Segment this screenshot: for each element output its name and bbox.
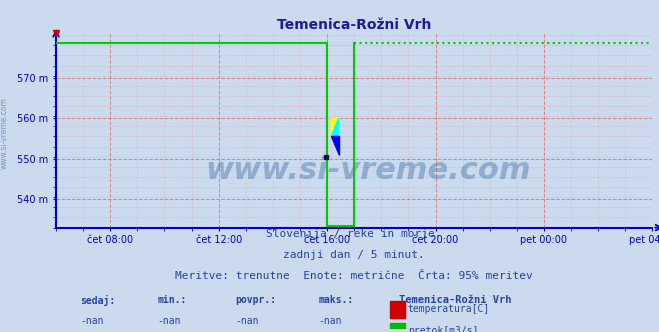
Polygon shape [331, 118, 339, 136]
Polygon shape [331, 136, 339, 155]
Text: povpr.:: povpr.: [235, 295, 276, 305]
Bar [390, 323, 405, 332]
Text: sedaj:: sedaj: [80, 295, 115, 306]
Text: temperatura[C]: temperatura[C] [408, 304, 490, 314]
Text: min.:: min.: [158, 295, 186, 305]
Text: www.si-vreme.com: www.si-vreme.com [205, 156, 530, 185]
Text: Slovenija / reke in morje.: Slovenija / reke in morje. [266, 229, 442, 239]
Text: zadnji dan / 5 minut.: zadnji dan / 5 minut. [283, 250, 425, 260]
Text: maks.:: maks.: [318, 295, 354, 305]
Text: Meritve: trenutne  Enote: metrične  Črta: 95% meritev: Meritve: trenutne Enote: metrične Črta: … [175, 271, 533, 281]
Title: Temenica-Rožni Vrh: Temenica-Rožni Vrh [277, 18, 432, 32]
Text: www.si-vreme.com: www.si-vreme.com [0, 97, 9, 169]
Polygon shape [331, 118, 339, 136]
Text: pretok[m3/s]: pretok[m3/s] [408, 326, 478, 332]
Text: -nan: -nan [158, 315, 181, 326]
Text: -nan: -nan [80, 315, 103, 326]
Text: -nan: -nan [235, 315, 258, 326]
Text: Temenica-Rožni Vrh: Temenica-Rožni Vrh [399, 295, 511, 305]
Bar [390, 301, 405, 318]
Text: -nan: -nan [318, 315, 342, 326]
